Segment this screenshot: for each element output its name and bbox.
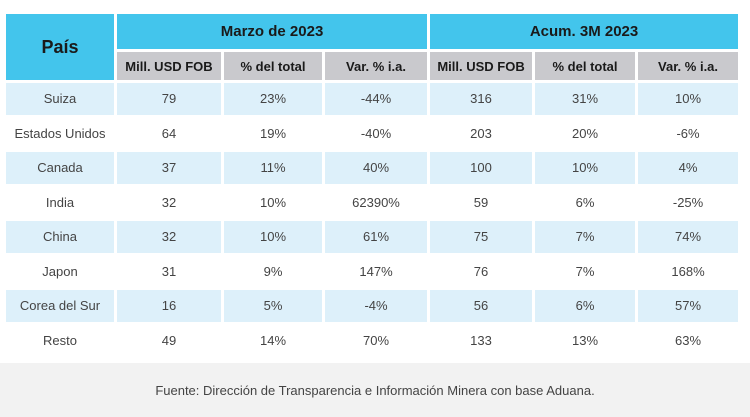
cell-var-acum: -25% <box>638 186 739 218</box>
country-cell: India <box>6 186 114 218</box>
cell-var-marzo: 70% <box>325 324 428 356</box>
cell-pct-total-acum: 7% <box>535 255 636 287</box>
col-header-var-marzo: Var. % i.a. <box>325 52 428 80</box>
country-cell: Suiza <box>6 83 114 115</box>
table-row: Suiza 79 23% -44% 316 31% 10% <box>6 83 739 115</box>
cell-pct-total-marzo: 11% <box>224 152 322 184</box>
country-cell: Resto <box>6 324 114 356</box>
cell-mill-usd-acum: 100 <box>430 152 533 184</box>
cell-mill-usd-acum: 59 <box>430 186 533 218</box>
col-header-var-acum: Var. % i.a. <box>638 52 739 80</box>
cell-mill-usd-marzo: 32 <box>117 186 221 218</box>
cell-mill-usd-marzo: 49 <box>117 324 221 356</box>
cell-var-acum: 74% <box>638 221 739 253</box>
cell-pct-total-marzo: 5% <box>224 290 322 322</box>
cell-pct-total-acum: 7% <box>535 221 636 253</box>
country-cell: China <box>6 221 114 253</box>
col-header-mill-usd-acum: Mill. USD FOB <box>430 52 533 80</box>
country-cell: Estados Unidos <box>6 117 114 149</box>
cell-var-marzo: -40% <box>325 117 428 149</box>
cell-var-marzo: 61% <box>325 221 428 253</box>
table-row: Japon 31 9% 147% 76 7% 168% <box>6 255 739 287</box>
col-header-pct-total-marzo: % del total <box>224 52 322 80</box>
table-row: Canada 37 11% 40% 100 10% 4% <box>6 152 739 184</box>
table-row: Estados Unidos 64 19% -40% 203 20% -6% <box>6 117 739 149</box>
cell-pct-total-acum: 6% <box>535 186 636 218</box>
cell-pct-total-marzo: 23% <box>224 83 322 115</box>
cell-var-acum: 63% <box>638 324 739 356</box>
cell-pct-total-acum: 10% <box>535 152 636 184</box>
cell-pct-total-marzo: 9% <box>224 255 322 287</box>
cell-mill-usd-acum: 203 <box>430 117 533 149</box>
table-row: Corea del Sur 16 5% -4% 56 6% 57% <box>6 290 739 322</box>
cell-pct-total-marzo: 10% <box>224 221 322 253</box>
table-row: India 32 10% 62390% 59 6% -25% <box>6 186 739 218</box>
cell-pct-total-acum: 20% <box>535 117 636 149</box>
col-header-pct-total-acum: % del total <box>535 52 636 80</box>
cell-var-acum: 57% <box>638 290 739 322</box>
col-header-mill-usd-marzo: Mill. USD FOB <box>117 52 221 80</box>
group-header-acum: Acum. 3M 2023 <box>430 14 739 49</box>
cell-pct-total-marzo: 14% <box>224 324 322 356</box>
cell-var-acum: 4% <box>638 152 739 184</box>
exports-table: País Marzo de 2023 Acum. 3M 2023 Mill. U… <box>3 11 741 359</box>
source-note: Fuente: Dirección de Transparencia e Inf… <box>155 382 595 398</box>
cell-pct-total-acum: 31% <box>535 83 636 115</box>
table-row: China 32 10% 61% 75 7% 74% <box>6 221 739 253</box>
cell-mill-usd-marzo: 32 <box>117 221 221 253</box>
country-cell: Japon <box>6 255 114 287</box>
cell-var-marzo: 147% <box>325 255 428 287</box>
cell-pct-total-marzo: 10% <box>224 186 322 218</box>
cell-pct-total-marzo: 19% <box>224 117 322 149</box>
cell-var-acum: -6% <box>638 117 739 149</box>
cell-var-marzo: -44% <box>325 83 428 115</box>
cell-pct-total-acum: 13% <box>535 324 636 356</box>
table-row: Resto 49 14% 70% 133 13% 63% <box>6 324 739 356</box>
cell-var-marzo: 40% <box>325 152 428 184</box>
table-container: País Marzo de 2023 Acum. 3M 2023 Mill. U… <box>3 11 741 359</box>
cell-var-acum: 168% <box>638 255 739 287</box>
cell-var-acum: 10% <box>638 83 739 115</box>
country-cell: Canada <box>6 152 114 184</box>
country-cell: Corea del Sur <box>6 290 114 322</box>
cell-mill-usd-marzo: 37 <box>117 152 221 184</box>
cell-mill-usd-acum: 56 <box>430 290 533 322</box>
country-header: País <box>6 14 114 80</box>
cell-mill-usd-acum: 316 <box>430 83 533 115</box>
cell-mill-usd-marzo: 79 <box>117 83 221 115</box>
cell-mill-usd-acum: 75 <box>430 221 533 253</box>
cell-var-marzo: 62390% <box>325 186 428 218</box>
cell-mill-usd-marzo: 31 <box>117 255 221 287</box>
cell-mill-usd-marzo: 64 <box>117 117 221 149</box>
cell-pct-total-acum: 6% <box>535 290 636 322</box>
cell-var-marzo: -4% <box>325 290 428 322</box>
cell-mill-usd-acum: 76 <box>430 255 533 287</box>
cell-mill-usd-marzo: 16 <box>117 290 221 322</box>
group-header-marzo: Marzo de 2023 <box>117 14 428 49</box>
cell-mill-usd-acum: 133 <box>430 324 533 356</box>
source-footer: Fuente: Dirección de Transparencia e Inf… <box>0 363 750 417</box>
